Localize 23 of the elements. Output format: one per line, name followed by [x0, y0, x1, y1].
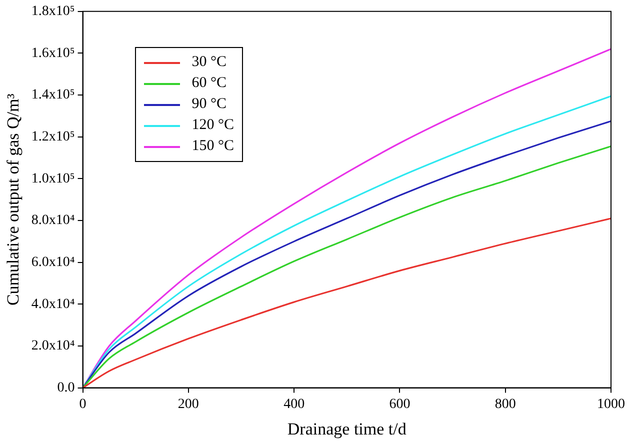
y-tick-label: 6.0x10⁴: [31, 255, 75, 270]
legend-label: 150 °C: [192, 138, 234, 156]
legend-label: 60 °C: [192, 75, 227, 92]
x-tick-label: 200: [178, 396, 199, 412]
y-axis-title: Cumulative output of gas Q/m³: [4, 94, 23, 306]
x-axis-title: Drainage time t/d: [287, 419, 407, 438]
legend-label: 30 °C: [192, 54, 227, 72]
y-tick-label: 1.0x10⁵: [31, 171, 75, 186]
y-tick-label: 1.8x10⁵: [31, 4, 75, 20]
y-tick-label: 4.0x10⁴: [31, 296, 75, 312]
legend-label: 120 °C: [192, 117, 234, 134]
y-tick-label: 0.0: [57, 380, 75, 396]
legend-label: 90 °C: [192, 96, 227, 114]
x-tick-label: 800: [494, 396, 516, 412]
x-tick-label: 0: [79, 396, 86, 412]
y-tick-label: 8.0x10⁴: [31, 213, 75, 228]
x-tick-label: 400: [284, 396, 305, 412]
y-tick-label: 2.0x10⁴: [31, 338, 75, 354]
y-tick-label: 1.6x10⁵: [31, 46, 75, 61]
x-tick-label: 600: [389, 396, 410, 412]
y-tick-label: 1.2x10⁵: [31, 130, 75, 145]
y-tick-label: 1.4x10⁵: [31, 88, 75, 103]
x-tick-label: 1000: [597, 396, 625, 412]
